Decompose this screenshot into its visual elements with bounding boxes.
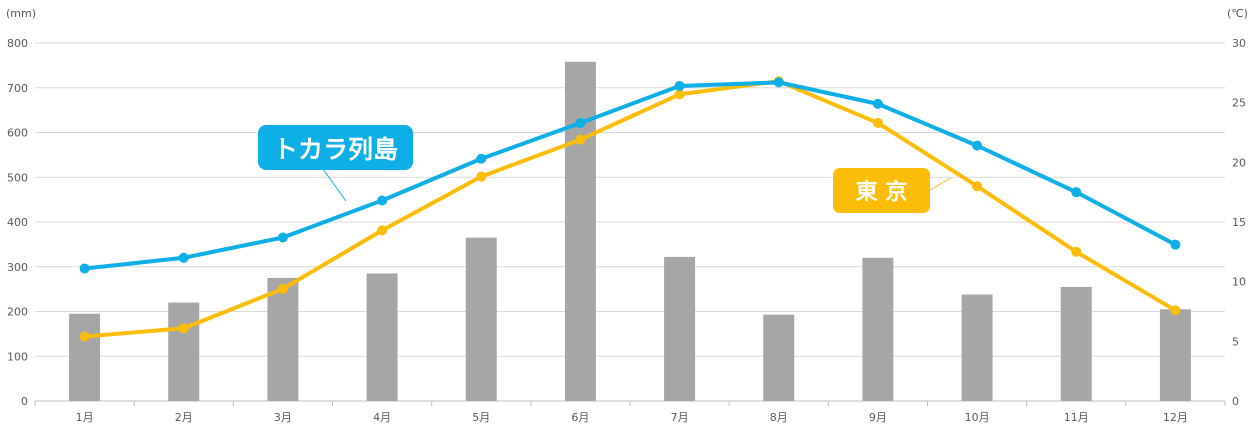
temperature-point bbox=[972, 140, 983, 151]
temperature-point bbox=[1071, 246, 1082, 257]
right-tick-label: 10 bbox=[1232, 276, 1246, 289]
left-tick-label: 800 bbox=[7, 37, 28, 50]
callout-tokara-leader bbox=[322, 168, 347, 202]
x-tick-label: 5月 bbox=[472, 411, 490, 424]
left-tick-label: 200 bbox=[7, 306, 28, 319]
temperature-point bbox=[377, 225, 388, 236]
temperature-point bbox=[872, 117, 883, 128]
temperature-point bbox=[79, 331, 90, 342]
left-tick-label: 300 bbox=[7, 261, 28, 274]
right-tick-label: 15 bbox=[1232, 216, 1246, 229]
callout-tokara-box bbox=[258, 125, 413, 170]
left-tick-label: 100 bbox=[7, 350, 28, 363]
temperature-point bbox=[575, 117, 586, 128]
x-tick-label: 3月 bbox=[274, 411, 292, 424]
precipitation-bar bbox=[564, 61, 596, 402]
right-tick-label: 0 bbox=[1232, 395, 1239, 408]
precipitation-bar bbox=[465, 237, 497, 401]
callout-tokara-label: トカラ列島 bbox=[273, 135, 398, 164]
x-tick-label: 11月 bbox=[1064, 411, 1089, 424]
temperature-point bbox=[79, 263, 90, 274]
gridlines bbox=[35, 42, 1225, 402]
temperature-point bbox=[377, 195, 388, 206]
callout-tokyo: 東 京 bbox=[833, 168, 952, 213]
x-tick-label: 8月 bbox=[770, 411, 788, 424]
x-tick-label: 4月 bbox=[373, 411, 391, 424]
temperature-point bbox=[575, 134, 586, 145]
precipitation-bar bbox=[1060, 286, 1092, 401]
callout-tokara: トカラ列島 bbox=[258, 125, 413, 202]
temperature-point bbox=[674, 89, 685, 100]
callout-tokyo-leader bbox=[929, 177, 952, 191]
x-tick-label: 2月 bbox=[175, 411, 193, 424]
temperature-point bbox=[277, 232, 288, 243]
temperature-point bbox=[1170, 305, 1181, 316]
temperature-point bbox=[1170, 239, 1181, 250]
precipitation-bar bbox=[862, 257, 894, 401]
precipitation-bar bbox=[366, 273, 398, 401]
precipitation-bars bbox=[69, 61, 1191, 402]
left-tick-label: 600 bbox=[7, 127, 28, 140]
left-tick-label: 400 bbox=[7, 216, 28, 229]
precipitation-bar bbox=[168, 302, 200, 401]
axes: (mm) (℃) 0 100 200 300 400 500 600 700 800 0 5 10 15… bbox=[6, 7, 1248, 424]
temperature-line bbox=[82, 80, 1178, 271]
temperature-point bbox=[476, 171, 487, 182]
temperature-point bbox=[872, 98, 883, 109]
x-tick-label: 1月 bbox=[76, 411, 94, 424]
temperature-line bbox=[82, 79, 1178, 339]
left-axis-unit: (mm) bbox=[6, 7, 36, 20]
left-tick-label: 500 bbox=[7, 171, 28, 184]
temperature-point bbox=[277, 283, 288, 294]
temperature-point bbox=[178, 323, 189, 334]
right-tick-label: 25 bbox=[1232, 97, 1246, 110]
left-tick-label: 700 bbox=[7, 82, 28, 95]
right-tick-label: 5 bbox=[1232, 335, 1239, 348]
temperature-point bbox=[178, 252, 189, 263]
temperature-point bbox=[773, 77, 784, 88]
right-tick-label: 30 bbox=[1232, 37, 1246, 50]
callout-tokyo-box bbox=[833, 168, 930, 213]
precipitation-bar bbox=[961, 294, 993, 401]
precipitation-bar bbox=[1159, 309, 1191, 401]
right-tick-label: 20 bbox=[1232, 156, 1246, 169]
x-tick-label: 7月 bbox=[671, 411, 689, 424]
x-tick-label: 6月 bbox=[571, 411, 589, 424]
left-tick-label: 0 bbox=[21, 395, 28, 408]
precipitation-bar bbox=[664, 256, 696, 401]
callout-tokyo-label: 東 京 bbox=[856, 179, 908, 205]
x-tick-label: 9月 bbox=[869, 411, 887, 424]
x-tick-label: 10月 bbox=[965, 411, 990, 424]
temperature-point bbox=[476, 153, 487, 164]
precipitation-bar bbox=[69, 313, 101, 401]
temperature-point bbox=[674, 80, 685, 91]
temperature-lines bbox=[79, 76, 1181, 342]
precipitation-bar bbox=[763, 314, 795, 401]
right-axis-unit: (℃) bbox=[1227, 7, 1248, 20]
x-tick-label: 12月 bbox=[1163, 411, 1188, 424]
temperature-point bbox=[972, 181, 983, 192]
temperature-point bbox=[1071, 187, 1082, 198]
precipitation-bar bbox=[267, 277, 299, 401]
